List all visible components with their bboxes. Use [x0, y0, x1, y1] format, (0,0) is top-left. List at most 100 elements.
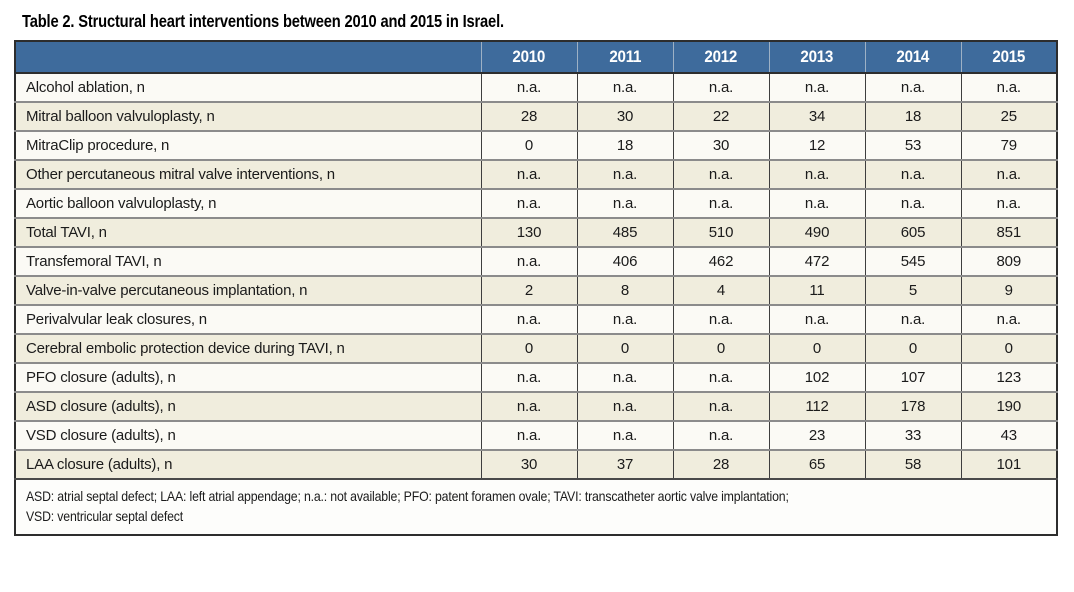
cell-value: 34 [768, 101, 865, 131]
cell-value: 102 [768, 362, 865, 392]
cell-value: 112 [768, 391, 865, 421]
cell-value: n.a. [672, 420, 769, 450]
interventions-table: 2010 2011 2012 2013 2014 2015 Alcohol ablatio… [14, 40, 1058, 537]
cell-value: 545 [864, 246, 961, 276]
table-row: Alcohol ablation, n n.a. n.a. n.a. n.a. n.a. n… [15, 72, 1057, 102]
cell-value: 0 [864, 333, 961, 363]
cell-value: n.a. [672, 188, 769, 218]
cell-value: 130 [480, 217, 577, 247]
column-header-label: 2014 [896, 47, 930, 66]
cell-value: 30 [576, 101, 673, 131]
cell-value: 25 [960, 101, 1057, 131]
column-header-2015: 2015 [960, 41, 1057, 74]
table-row: Aortic balloon valvuloplasty, n n.a. n.a. n… [15, 188, 1057, 218]
cell-value: 18 [576, 130, 673, 160]
cell-value: 101 [960, 449, 1057, 479]
cell-value: 0 [672, 333, 769, 363]
row-label: Aortic balloon valvuloplasty, n [15, 188, 481, 218]
column-header-label: 2015 [992, 47, 1026, 66]
cell-value: n.a. [960, 304, 1057, 334]
cell-value: 190 [960, 391, 1057, 421]
cell-value: 0 [768, 333, 865, 363]
table-row: Cerebral embolic protection device durin… [15, 333, 1057, 363]
row-label: Cerebral embolic protection device durin… [15, 333, 481, 363]
footnote-line-2: VSD: ventricular septal defect [26, 507, 184, 524]
column-header-label: 2011 [609, 47, 641, 66]
cell-value: 22 [672, 101, 769, 131]
row-label: PFO closure (adults), n [15, 362, 481, 392]
cell-value: 0 [480, 333, 577, 363]
cell-value: 53 [864, 130, 961, 160]
cell-value: 30 [672, 130, 769, 160]
column-header-2013: 2013 [768, 41, 865, 74]
cell-value: n.a. [672, 72, 769, 102]
row-label: Mitral balloon valvuloplasty, n [15, 101, 481, 131]
cell-value: 485 [576, 217, 673, 247]
cell-value: n.a. [576, 391, 673, 421]
cell-value: n.a. [864, 188, 961, 218]
table-row: LAA closure (adults), n 30 37 28 65 58 101 [15, 449, 1057, 479]
cell-value: 65 [768, 449, 865, 479]
cell-value: 33 [864, 420, 961, 450]
column-header-2014: 2014 [864, 41, 961, 74]
table-footer: ASD: atrial septal defect; LAA: left atr… [15, 477, 1057, 536]
cell-value: n.a. [576, 420, 673, 450]
table-row: MitraClip procedure, n 0 18 30 12 53 79 [15, 130, 1057, 160]
cell-value: n.a. [480, 246, 577, 276]
row-label: Valve-in-valve percutaneous implantation… [15, 275, 481, 305]
row-label: Alcohol ablation, n [15, 72, 481, 102]
cell-value: 12 [768, 130, 865, 160]
cell-value: n.a. [960, 188, 1057, 218]
cell-value: 809 [960, 246, 1057, 276]
cell-value: n.a. [480, 159, 577, 189]
cell-value: 0 [480, 130, 577, 160]
column-header-2010: 2010 [480, 41, 577, 74]
cell-value: 107 [864, 362, 961, 392]
table-row: ASD closure (adults), n n.a. n.a. n.a. 112 17… [15, 391, 1057, 421]
cell-value: 0 [960, 333, 1057, 363]
cell-value: 18 [864, 101, 961, 131]
cell-value: n.a. [864, 159, 961, 189]
cell-value: n.a. [576, 304, 673, 334]
table-row: Mitral balloon valvuloplasty, n 28 30 22 34 1… [15, 101, 1057, 131]
cell-value: n.a. [480, 420, 577, 450]
cell-value: n.a. [480, 391, 577, 421]
cell-value: 58 [864, 449, 961, 479]
cell-value: 406 [576, 246, 673, 276]
cell-value: n.a. [960, 159, 1057, 189]
row-label: Perivalvular leak closures, n [15, 304, 481, 334]
cell-value: n.a. [576, 159, 673, 189]
row-label: Other percutaneous mitral valve interven… [15, 159, 481, 189]
row-label: Total TAVI, n [15, 217, 481, 247]
row-label: Transfemoral TAVI, n [15, 246, 481, 276]
cell-value: 5 [864, 275, 961, 305]
cell-value: 79 [960, 130, 1057, 160]
cell-value: n.a. [768, 304, 865, 334]
cell-value: n.a. [672, 362, 769, 392]
table-title: Table 2. Structural heart interventions … [22, 11, 504, 31]
cell-value: 37 [576, 449, 673, 479]
table-row: VSD closure (adults), n n.a. n.a. n.a. 23 33 4… [15, 420, 1057, 450]
cell-value: n.a. [768, 72, 865, 102]
cell-value: 30 [480, 449, 577, 479]
column-header-2011: 2011 [576, 41, 673, 74]
cell-value: 462 [672, 246, 769, 276]
cell-value: 43 [960, 420, 1057, 450]
cell-value: 472 [768, 246, 865, 276]
table-row: Total TAVI, n 130 485 510 490 605 851 [15, 217, 1057, 247]
cell-value: 178 [864, 391, 961, 421]
cell-value: n.a. [576, 72, 673, 102]
cell-value: n.a. [768, 159, 865, 189]
row-label: VSD closure (adults), n [15, 420, 481, 450]
cell-value: n.a. [480, 188, 577, 218]
table-row: Valve-in-valve percutaneous implantation… [15, 275, 1057, 305]
cell-value: 28 [672, 449, 769, 479]
table-body: Alcohol ablation, n n.a. n.a. n.a. n.a. n.a. n… [15, 72, 1057, 479]
table-header: 2010 2011 2012 2013 2014 2015 [15, 41, 1057, 74]
column-header-label: 2013 [800, 47, 834, 66]
footnote-line-1: ASD: atrial septal defect; LAA: left atr… [26, 488, 789, 504]
row-label: MitraClip procedure, n [15, 130, 481, 160]
column-header-label: 2012 [704, 47, 738, 66]
cell-value: 11 [768, 275, 865, 305]
cell-value: 9 [960, 275, 1057, 305]
